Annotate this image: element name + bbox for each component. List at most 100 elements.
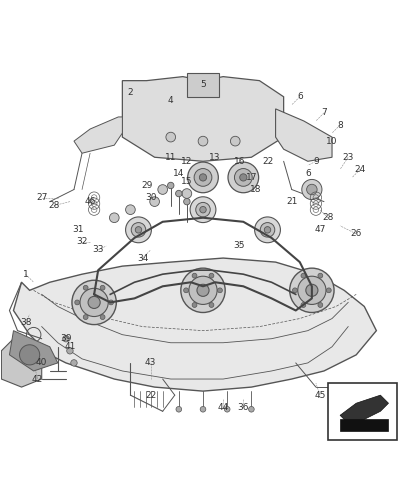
Text: 33: 33 xyxy=(92,246,104,254)
Text: 6: 6 xyxy=(296,92,302,102)
Text: 41: 41 xyxy=(64,342,75,351)
Circle shape xyxy=(317,273,322,278)
Circle shape xyxy=(217,288,222,292)
Circle shape xyxy=(158,184,167,194)
Text: 40: 40 xyxy=(36,358,47,368)
Circle shape xyxy=(239,174,246,181)
Circle shape xyxy=(183,198,190,205)
Text: 38: 38 xyxy=(20,318,31,327)
Circle shape xyxy=(306,184,316,195)
Circle shape xyxy=(209,273,213,278)
Circle shape xyxy=(305,284,317,296)
Text: 4: 4 xyxy=(168,96,173,106)
Circle shape xyxy=(72,280,116,324)
Text: 44: 44 xyxy=(217,403,228,412)
Polygon shape xyxy=(122,76,283,162)
FancyBboxPatch shape xyxy=(327,383,396,440)
Text: 46: 46 xyxy=(84,197,96,206)
Polygon shape xyxy=(339,420,388,432)
Circle shape xyxy=(188,276,217,304)
Text: 5: 5 xyxy=(200,80,205,89)
Circle shape xyxy=(80,288,108,316)
Circle shape xyxy=(317,302,322,308)
Circle shape xyxy=(326,288,330,292)
Circle shape xyxy=(192,273,196,278)
Circle shape xyxy=(109,300,113,305)
Circle shape xyxy=(264,226,270,233)
Circle shape xyxy=(175,190,181,197)
Circle shape xyxy=(70,360,77,366)
Text: 27: 27 xyxy=(36,193,47,202)
Text: 32: 32 xyxy=(76,238,87,246)
Text: 35: 35 xyxy=(233,242,245,250)
Circle shape xyxy=(167,182,173,188)
Text: 28: 28 xyxy=(322,213,333,222)
Circle shape xyxy=(300,273,305,278)
Circle shape xyxy=(135,226,141,233)
Circle shape xyxy=(260,222,274,237)
Text: 12: 12 xyxy=(181,157,192,166)
Text: 16: 16 xyxy=(233,157,245,166)
Text: 14: 14 xyxy=(173,169,184,178)
Circle shape xyxy=(125,217,151,242)
Circle shape xyxy=(209,302,213,308)
Text: 26: 26 xyxy=(350,230,361,238)
Circle shape xyxy=(234,168,252,186)
Circle shape xyxy=(131,222,145,237)
Text: 42: 42 xyxy=(32,374,43,384)
Circle shape xyxy=(83,314,88,320)
Circle shape xyxy=(224,406,230,412)
Polygon shape xyxy=(339,395,388,424)
Circle shape xyxy=(196,284,209,296)
Circle shape xyxy=(62,336,69,342)
Circle shape xyxy=(190,197,215,222)
Text: 2: 2 xyxy=(127,88,133,97)
Text: 39: 39 xyxy=(60,334,71,343)
Circle shape xyxy=(187,162,218,192)
Circle shape xyxy=(19,345,40,365)
Text: 22: 22 xyxy=(145,390,156,400)
Circle shape xyxy=(181,188,191,198)
Circle shape xyxy=(200,406,205,412)
Circle shape xyxy=(192,302,196,308)
Circle shape xyxy=(66,348,73,354)
Text: 31: 31 xyxy=(72,226,83,234)
Text: 34: 34 xyxy=(136,254,148,262)
Polygon shape xyxy=(1,338,42,387)
Circle shape xyxy=(301,180,321,200)
Polygon shape xyxy=(74,117,122,153)
Circle shape xyxy=(175,406,181,412)
Circle shape xyxy=(254,217,280,242)
Text: 47: 47 xyxy=(313,226,325,234)
Circle shape xyxy=(199,206,206,213)
Circle shape xyxy=(180,268,225,312)
Circle shape xyxy=(248,406,254,412)
Polygon shape xyxy=(275,109,331,162)
Circle shape xyxy=(149,197,159,206)
Circle shape xyxy=(75,300,79,305)
Polygon shape xyxy=(13,258,375,391)
Text: 21: 21 xyxy=(285,197,297,206)
Circle shape xyxy=(292,288,296,292)
Circle shape xyxy=(198,136,207,146)
Circle shape xyxy=(100,286,105,290)
Circle shape xyxy=(183,288,188,292)
Text: 6: 6 xyxy=(304,169,310,178)
Text: 10: 10 xyxy=(326,136,337,145)
Text: 23: 23 xyxy=(342,153,353,162)
Circle shape xyxy=(83,286,88,290)
Text: 28: 28 xyxy=(48,201,60,210)
Circle shape xyxy=(88,296,100,308)
Text: 17: 17 xyxy=(245,173,256,182)
Circle shape xyxy=(230,136,239,146)
Text: 29: 29 xyxy=(141,181,152,190)
Polygon shape xyxy=(9,330,58,371)
Text: 7: 7 xyxy=(320,108,326,118)
Circle shape xyxy=(195,202,210,217)
Circle shape xyxy=(300,302,305,308)
FancyBboxPatch shape xyxy=(186,72,219,97)
Text: 30: 30 xyxy=(145,193,156,202)
Circle shape xyxy=(194,168,211,186)
Circle shape xyxy=(125,205,135,214)
Circle shape xyxy=(100,314,105,320)
